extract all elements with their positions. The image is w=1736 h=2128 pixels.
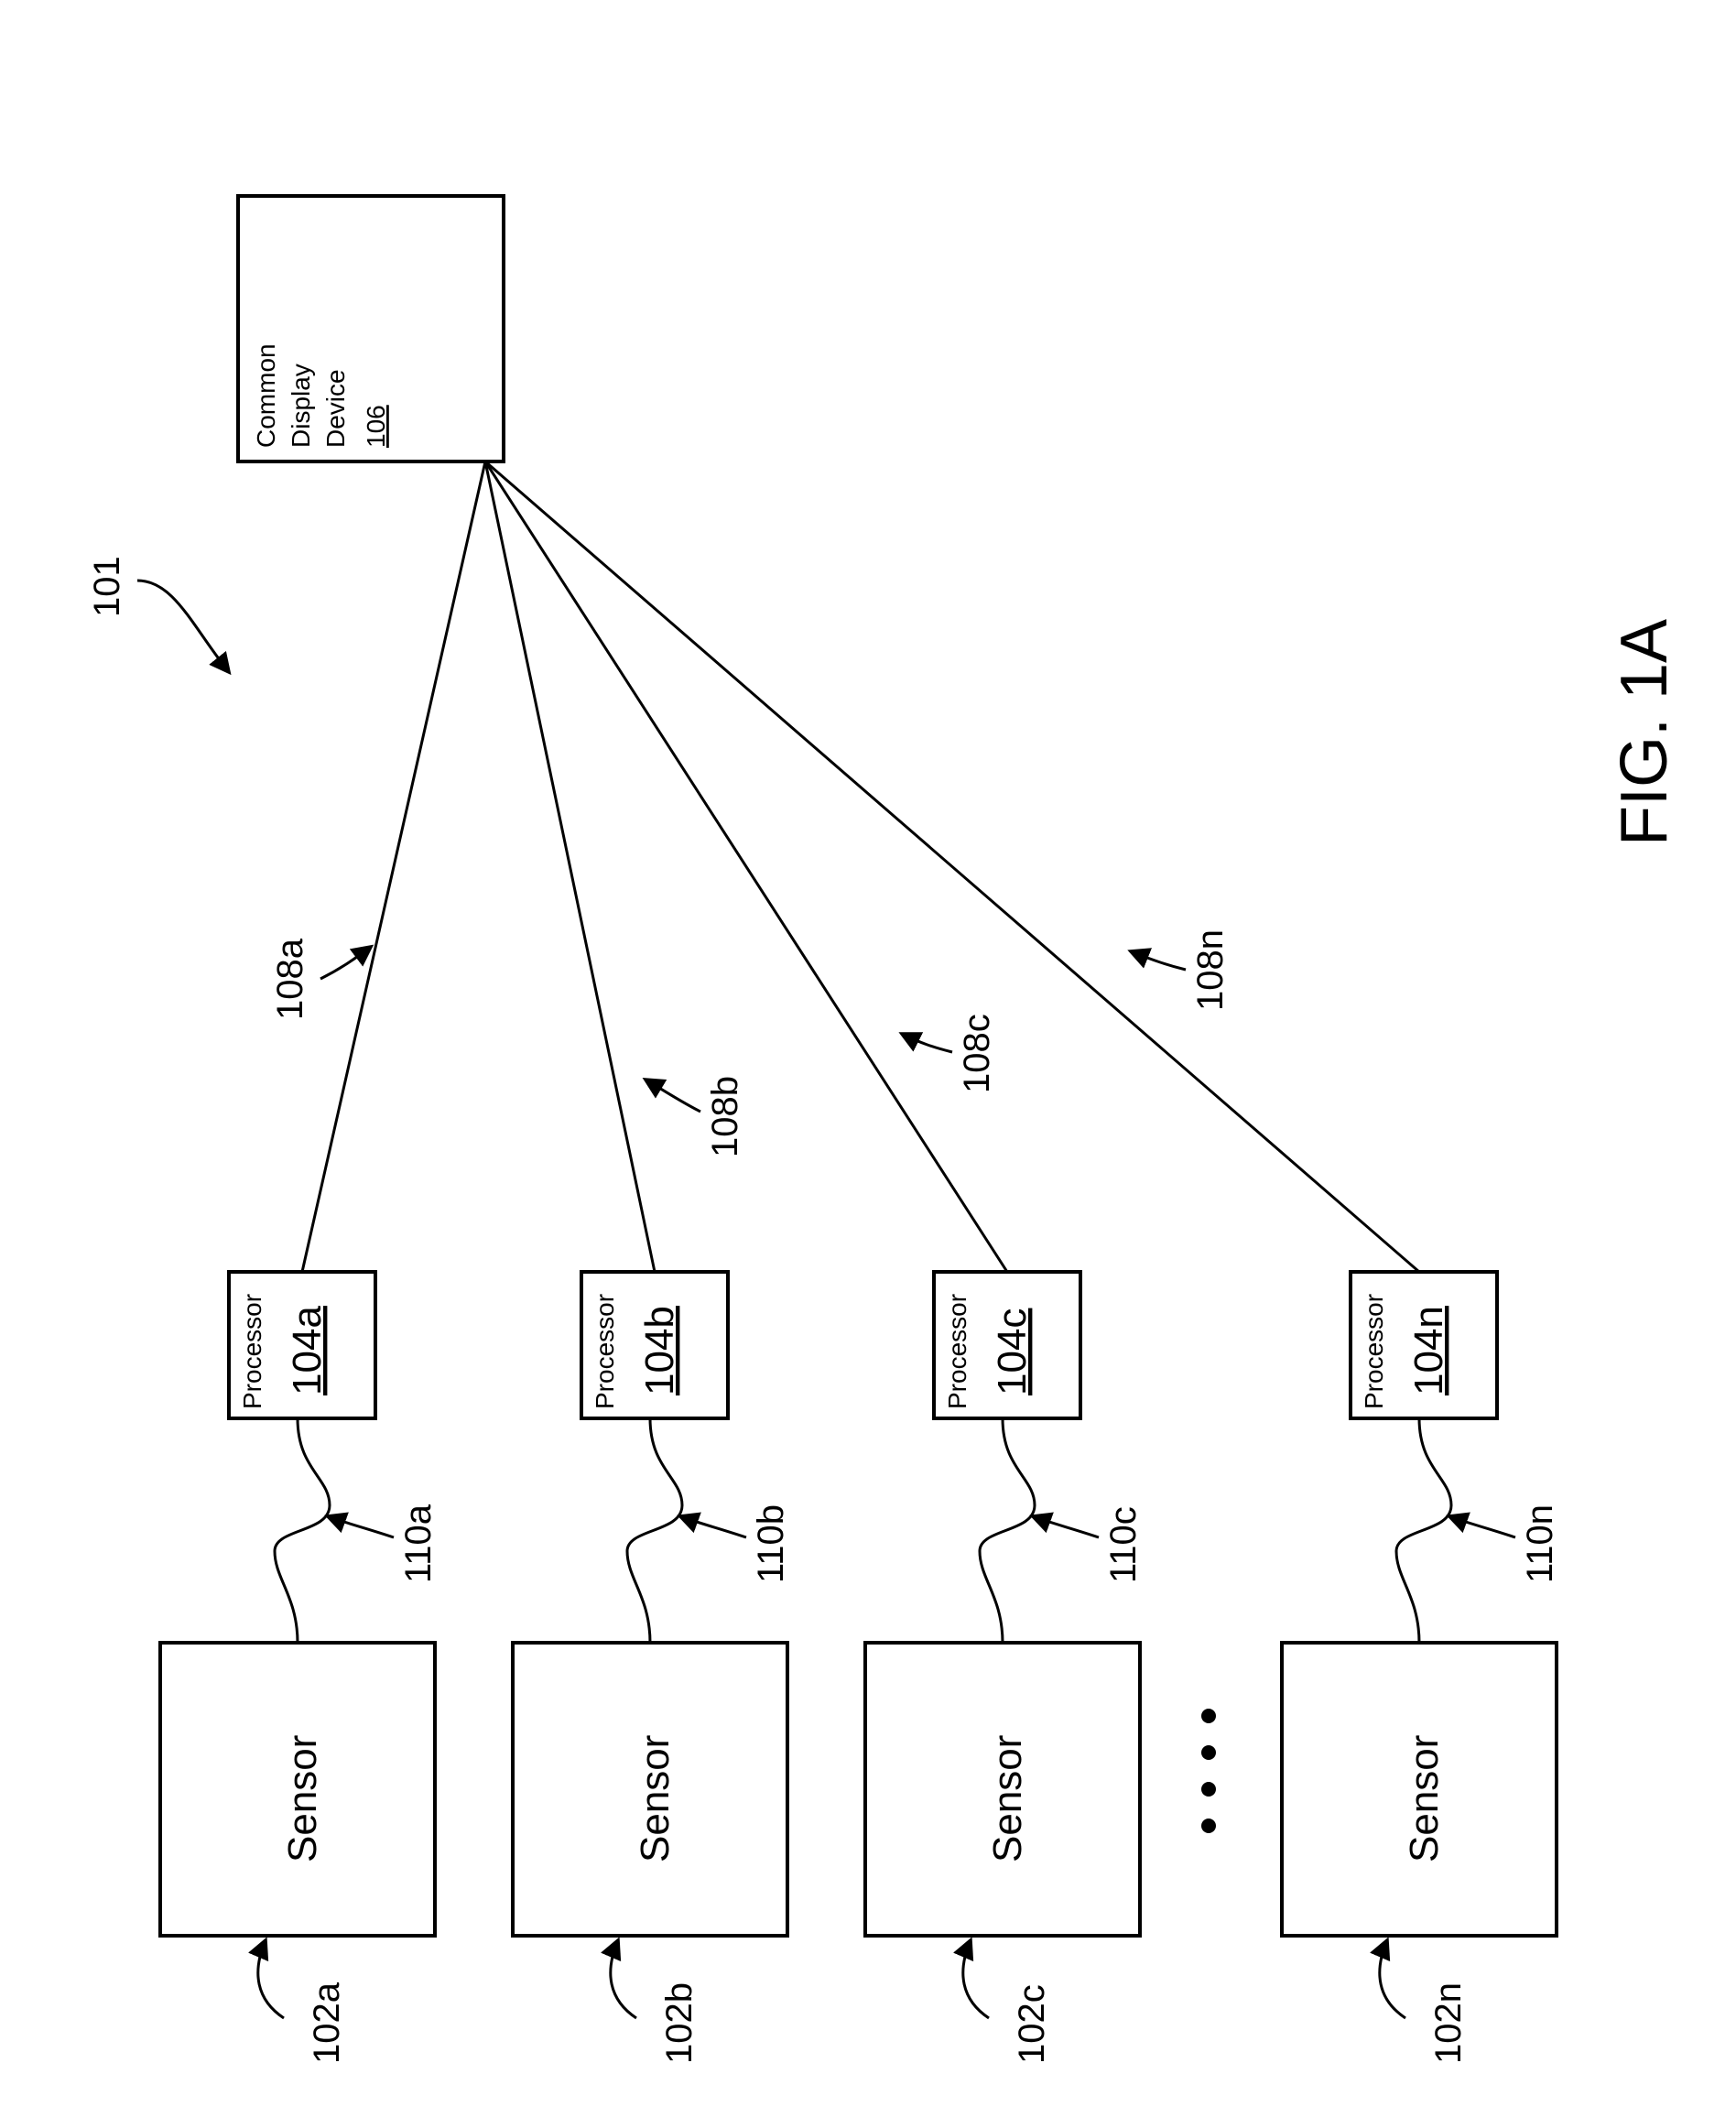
sensor-label-a: Sensor <box>280 1735 325 1862</box>
processor-title-c: Processor <box>943 1294 971 1409</box>
line-n <box>485 461 1419 1272</box>
line-c <box>485 461 1007 1272</box>
wire-ref-a: 110a <box>398 1504 439 1583</box>
wire-n <box>1396 1418 1451 1643</box>
line-ref-a: 108a <box>270 938 310 1020</box>
line-ref-n: 108n <box>1190 929 1231 1011</box>
row-c: Sensor 102c 110c Processor 104c 108c <box>485 461 1144 2064</box>
display-line3: Device <box>321 369 350 448</box>
wire-c <box>980 1418 1035 1643</box>
display-line1: Common <box>252 343 280 448</box>
line-ref-c: 108c <box>957 1014 997 1093</box>
wire-ref-n: 110n <box>1520 1504 1560 1583</box>
processor-title-n: Processor <box>1360 1294 1388 1409</box>
ellipsis-dots <box>1201 1709 1216 1833</box>
sensor-ref-n: 102n <box>1428 1982 1469 2064</box>
processor-ref-a: 104a <box>285 1306 330 1395</box>
line-ref-b: 108b <box>705 1076 745 1157</box>
line-a <box>302 461 485 1272</box>
display-ref: 106 <box>362 405 390 448</box>
ref-101-label: 101 <box>87 556 127 617</box>
display-line2: Display <box>287 364 315 448</box>
sensor-label-n: Sensor <box>1402 1735 1447 1862</box>
wire-a <box>275 1418 330 1643</box>
wire-b <box>627 1418 682 1643</box>
sensor-label-c: Sensor <box>985 1735 1030 1862</box>
processor-ref-c: 104c <box>990 1308 1035 1395</box>
processor-ref-n: 104n <box>1406 1306 1451 1395</box>
system-ref-101: 101 <box>87 556 229 672</box>
sensor-ref-a: 102a <box>307 1981 347 2064</box>
processor-title-a: Processor <box>238 1294 266 1409</box>
sensor-ref-c: 102c <box>1012 1984 1052 2064</box>
processor-ref-b: 104b <box>637 1306 682 1395</box>
line-b <box>485 461 655 1272</box>
figure-caption: FIG. 1A <box>1608 619 1681 846</box>
sensor-ref-b: 102b <box>659 1982 700 2064</box>
sensor-label-b: Sensor <box>633 1735 678 1862</box>
processor-title-b: Processor <box>591 1294 619 1409</box>
wire-ref-b: 110b <box>751 1504 791 1583</box>
display-box: Common Display Device 106 <box>238 196 504 461</box>
row-a: Sensor 102a 110a Processor 104a 108a <box>160 461 485 2064</box>
wire-ref-c: 110c <box>1103 1506 1144 1583</box>
row-b: Sensor 102b 110b Processor 104b 108b <box>485 461 791 2064</box>
diagram-canvas: 101 Common Display Device 106 Sensor 102… <box>0 0 1736 2128</box>
